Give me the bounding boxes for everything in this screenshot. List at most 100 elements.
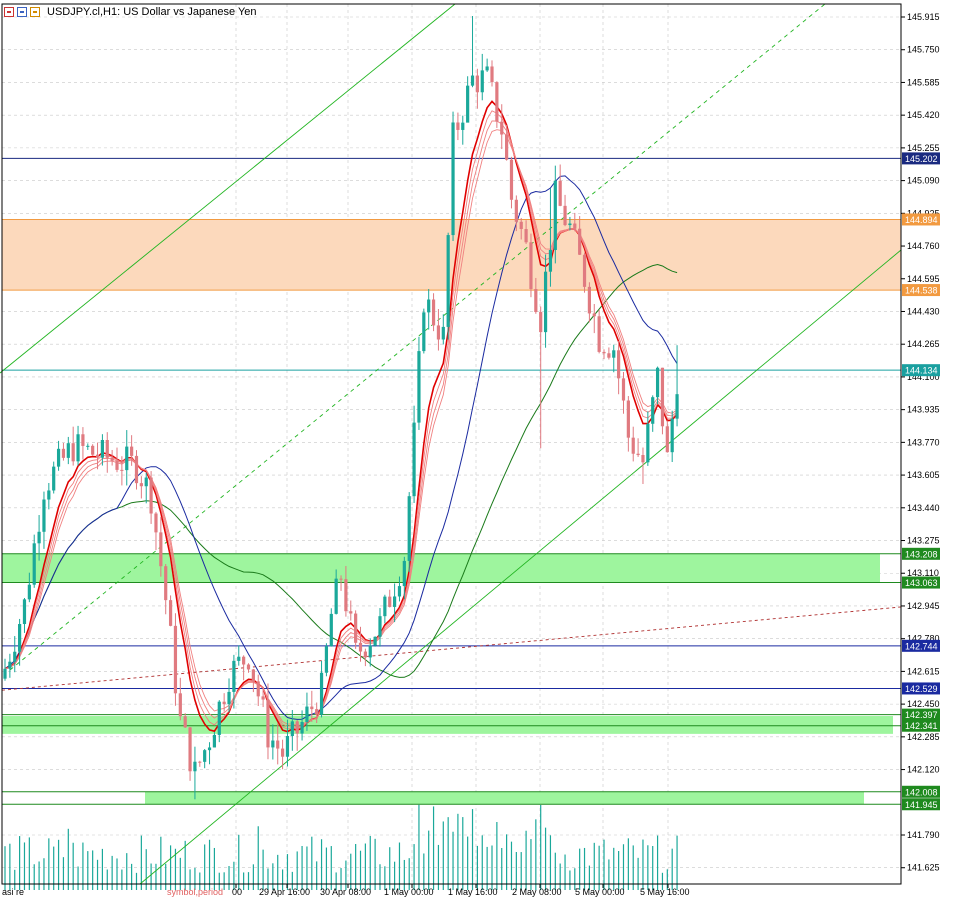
candle-body: [563, 205, 567, 226]
candle-body: [193, 761, 197, 772]
y-tick-label: 143.605: [907, 470, 940, 480]
candle-body: [607, 353, 611, 358]
candle-body: [529, 242, 533, 290]
candle-body: [105, 439, 109, 458]
candle-body: [110, 457, 114, 461]
candle-body: [631, 437, 635, 454]
ema-line: [4, 120, 678, 728]
candle-body: [354, 613, 358, 643]
dotted-trend-line: [1, 606, 902, 691]
price-label: 144.538: [905, 286, 938, 296]
candle-body: [22, 599, 27, 625]
candle-body: [446, 235, 450, 327]
candle-body: [495, 82, 499, 122]
candle-body: [582, 254, 587, 287]
candle-body: [349, 611, 353, 614]
y-tick-label: 144.265: [907, 339, 940, 349]
chart-header: USDJPY.cl,H1: US Dollar vs Japanese Yen: [4, 4, 257, 20]
price-label: 142.008: [905, 787, 938, 797]
price-label-box: [902, 639, 940, 652]
candle-body: [324, 646, 329, 673]
candle-body: [27, 584, 31, 600]
chart-type-icon[interactable]: [17, 7, 27, 17]
x-tick-label: 5 May 00:00: [575, 887, 625, 897]
y-tick-label: 143.440: [907, 503, 940, 513]
candle-body: [641, 455, 645, 463]
y-tick-label: 145.750: [907, 45, 940, 55]
price-label: 145.202: [905, 154, 938, 164]
price-zone: [2, 553, 880, 583]
candle-body: [95, 454, 100, 458]
candle-body: [276, 740, 280, 749]
candle-body: [393, 596, 397, 607]
candle-body: [344, 579, 348, 612]
candle-body: [251, 669, 255, 682]
candle-body: [519, 221, 523, 230]
x-tick-label: 1 May 00:00: [384, 887, 434, 897]
candle-body: [466, 85, 470, 123]
candle-body: [217, 701, 221, 735]
candle-body: [621, 378, 626, 401]
candle-body: [115, 460, 119, 470]
price-label: 142.744: [905, 641, 938, 651]
y-tick-label: 142.780: [907, 634, 940, 644]
candle-body: [66, 443, 70, 458]
y-tick-label: 141.790: [907, 830, 940, 840]
candle-body: [548, 249, 553, 272]
x-tick-label: 30 Apr 08:00: [320, 887, 371, 897]
candle-body: [592, 313, 596, 317]
candle-body: [183, 716, 187, 728]
candle-body: [543, 271, 548, 333]
candle-body: [636, 453, 640, 456]
y-tick-label: 144.430: [907, 306, 940, 316]
y-tick-label: 142.120: [907, 765, 940, 775]
candle-body: [154, 513, 158, 533]
price-label-box: [902, 284, 940, 297]
candle-body: [266, 699, 270, 748]
price-label-box: [902, 576, 940, 589]
price-label-box: [902, 682, 940, 695]
price-label-box: [902, 785, 940, 798]
candle-body: [553, 180, 557, 250]
candle-body: [71, 443, 75, 462]
candle-body: [480, 70, 484, 93]
candle-body: [626, 400, 630, 438]
price-label-box: [902, 798, 940, 811]
candle-body: [612, 350, 616, 358]
candle-body: [134, 455, 139, 484]
price-label: 144.134: [905, 366, 938, 376]
candle-body: [646, 423, 650, 463]
candle-body: [427, 299, 431, 313]
price-zone: [2, 716, 893, 734]
chart-type-icon[interactable]: [30, 7, 40, 17]
candle-body: [120, 469, 124, 471]
candle-body: [597, 316, 601, 352]
candle-body: [475, 75, 479, 93]
candle-body: [602, 351, 606, 354]
candle-body: [363, 651, 367, 658]
candle-body: [578, 228, 582, 255]
candle-body: [207, 747, 212, 751]
candle-body: [378, 616, 382, 637]
candle-body: [422, 312, 426, 352]
candle-body: [149, 477, 153, 514]
candle-body: [203, 750, 207, 762]
candle-body: [368, 645, 372, 658]
price-zone: [145, 791, 864, 805]
candle-body: [290, 721, 294, 737]
candle-body: [587, 286, 591, 314]
ema-line: [4, 110, 678, 730]
candle-body: [470, 75, 475, 86]
candle-body: [461, 122, 465, 130]
y-tick-label: 145.420: [907, 110, 940, 120]
candle-body: [383, 596, 387, 617]
price-label: 142.529: [905, 684, 938, 694]
candle-body: [256, 681, 260, 697]
x-tick-label: 5 May 16:00: [640, 887, 690, 897]
candle-body: [37, 531, 41, 544]
bottom-left-text: asi re: [2, 887, 24, 897]
candle-body: [81, 434, 85, 446]
x-tick-label: 29 Apr 16:00: [259, 887, 310, 897]
chart-type-icon[interactable]: [4, 7, 14, 17]
candle-body: [237, 656, 241, 661]
